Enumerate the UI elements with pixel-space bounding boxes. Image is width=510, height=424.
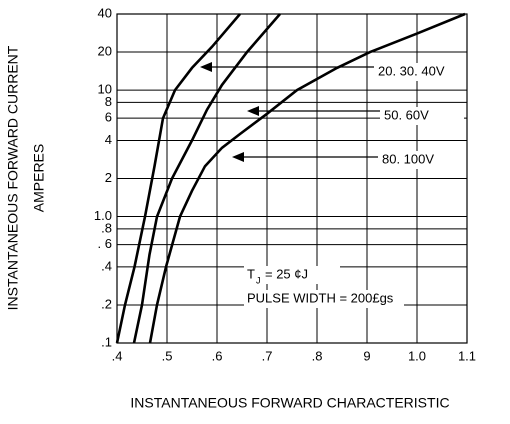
y-tick-label: 8 <box>105 94 112 109</box>
condition-tj: T <box>247 266 255 281</box>
x-axis-title: INSTANTANEOUS FORWARD CHARACTERISTIC <box>130 395 449 411</box>
label-box <box>378 151 462 169</box>
annotations: 20. 30. 40V 50. 60V 80. 100V T J = 25 ¢J PULSE… <box>200 62 464 308</box>
arrow-head <box>232 152 244 162</box>
series-label: 50. 60V <box>384 107 429 122</box>
y-axis-title: AMPERES <box>31 144 47 212</box>
condition-tj-value: = 25 ¢J <box>265 266 308 281</box>
curves <box>115 12 466 344</box>
curve <box>148 12 466 344</box>
y-tick-label: .2 <box>101 296 112 311</box>
x-tick-label: .8 <box>312 348 323 363</box>
condition-pulse: PULSE WIDTH = 200£gs <box>247 290 394 305</box>
series-label: 80. 100V <box>382 151 434 166</box>
x-tick-label: 9 <box>363 348 370 363</box>
x-tick-label: 1.1 <box>458 348 476 363</box>
y-axis-title: INSTANTANEOUS FORWARD CURRENT <box>5 45 21 310</box>
grid <box>116 13 468 344</box>
y-tick-label: 20 <box>98 43 112 58</box>
arrow-head <box>200 62 212 72</box>
y-tick-label: 40 <box>98 5 112 20</box>
y-tick-label: . 6 <box>98 236 112 251</box>
label-box <box>380 107 464 125</box>
y-tick-label: 10 <box>98 82 112 97</box>
plot-frame <box>116 13 468 344</box>
curve <box>132 13 281 344</box>
series-label: 20. 30. 40V <box>378 63 445 78</box>
x-tick-label: .5 <box>162 348 173 363</box>
x-tick-label: .6 <box>212 348 223 363</box>
y-tick-label: 4 <box>105 132 112 147</box>
x-tick-label: .4 <box>112 348 123 363</box>
condition-box <box>244 266 340 284</box>
y-tick-label: 6 <box>105 110 112 125</box>
condition-box <box>244 290 404 308</box>
y-tick-label: .4 <box>101 258 112 273</box>
arrow-head <box>247 106 259 116</box>
y-tick-label: .8 <box>101 220 112 235</box>
y-tick-label: .1 <box>101 334 112 349</box>
y-tick-label: 1.0 <box>94 208 112 223</box>
x-tick-label: .7 <box>262 348 273 363</box>
condition-tj-sub: J <box>256 275 261 285</box>
label-box <box>374 63 458 81</box>
curve <box>115 13 241 344</box>
x-tick-label: 1.0 <box>408 348 426 363</box>
y-tick-label: 2 <box>105 170 112 185</box>
